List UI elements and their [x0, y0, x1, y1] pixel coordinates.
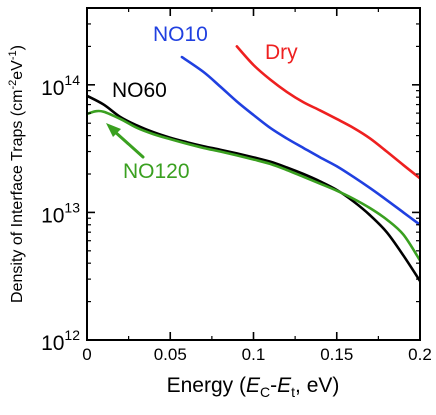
curve-label-no60: NO60: [112, 79, 167, 102]
y-tick-label-base: 10: [41, 77, 64, 100]
x-axis-label-sub2: t: [291, 384, 295, 400]
y-tick-label-base: 10: [41, 204, 64, 227]
y-tick-label-exp: 14: [64, 72, 80, 88]
tick-layer: [86, 8, 421, 341]
x-axis-label-sub1: C: [260, 384, 270, 400]
annotation-layer: Dry NO10 NO60 NO120: [106, 23, 298, 183]
x-tick-label: 0: [82, 345, 91, 364]
arrow-no120: [112, 129, 145, 159]
series-line-no60: [87, 94, 420, 283]
arrow-head-no120: [106, 123, 121, 137]
y-tick-label: 1014: [41, 72, 80, 100]
series-layer: [87, 45, 420, 283]
x-axis-label-dash: -: [270, 374, 277, 397]
series-line-no120: [87, 109, 420, 262]
y-axis-label-sup2: -1: [7, 50, 19, 60]
x-tick-label: 0.1: [242, 345, 266, 364]
x-tick-label: 0.05: [154, 345, 187, 364]
x-axis-label: Energy (EC-Et, eV): [167, 374, 340, 400]
x-tick-label: 0.15: [320, 345, 353, 364]
y-axis-label-close: ): [9, 45, 26, 50]
curve-label-dry: Dry: [265, 41, 298, 64]
y-axis-label-mid: eV: [9, 60, 26, 80]
y-axis-label: Density of Interface Traps (cm-2eV-1): [7, 45, 26, 303]
x-tick-label: 0.2: [408, 345, 432, 364]
curve-label-no10: NO10: [153, 23, 208, 46]
y-tick-label-exp: 13: [64, 199, 80, 215]
y-tick-label: 1012: [41, 327, 80, 355]
y-axis-label-main: Density of Interface Traps (cm: [9, 90, 26, 303]
y-tick-label-base: 10: [41, 332, 64, 355]
x-axis-label-suffix: , eV): [295, 374, 339, 397]
x-axis-label-var1: E: [246, 374, 261, 397]
y-tick-label-exp: 12: [64, 327, 80, 343]
curve-label-no120: NO120: [123, 160, 190, 183]
series-line-dry: [235, 45, 420, 180]
y-axis-label-sup1: -2: [7, 80, 19, 90]
y-tick-label: 1013: [41, 199, 80, 227]
x-axis-label-prefix: Energy (: [167, 374, 246, 397]
x-axis-label-var2: E: [277, 374, 292, 397]
series-line-no10: [180, 55, 420, 227]
